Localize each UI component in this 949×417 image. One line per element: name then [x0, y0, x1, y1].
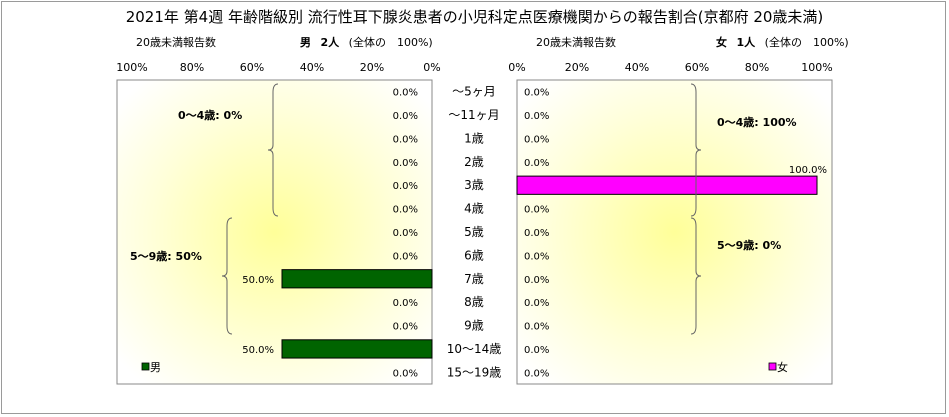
left-x-tick-label: 60%: [240, 61, 264, 74]
age-category-label: 8歳: [464, 295, 484, 309]
right-share: (全体の 100%): [764, 36, 849, 49]
right-sex-summary: 女 1人 (全体の 100%): [716, 34, 849, 50]
male-legend-swatch: [141, 362, 150, 371]
male-value-label: 0.0%: [393, 228, 418, 239]
male-bar: [281, 339, 433, 359]
female-value-label: 0.0%: [524, 158, 549, 169]
right-x-tick-label: 20%: [565, 61, 589, 74]
female-value-label: 0.0%: [524, 251, 549, 262]
male-value-label: 0.0%: [393, 181, 418, 192]
right-x-tick-label: 100%: [801, 61, 832, 74]
age-group-brackets: 0～4歳: 0% 5～9歳: 50% 0～4歳: 100% 5～9歳: 0%: [130, 83, 797, 335]
female-value-label: 0.0%: [524, 134, 549, 145]
left-sex-summary: 男 2人 (全体の 100%): [300, 34, 433, 50]
right-x-tick-label: 60%: [685, 61, 709, 74]
female-value-label: 0.0%: [524, 345, 549, 356]
male-value-label: 0.0%: [393, 111, 418, 122]
left-x-tick-label: 40%: [300, 61, 324, 74]
category-labels-layer: ～5ヶ月 ～11ヶ月 1歳 2歳 3歳 4歳 5歳 6歳 7歳 8歳 9歳 10～14歳 15～19歳: [447, 85, 502, 380]
female-value-label: 0.0%: [524, 322, 549, 333]
left-x-tick-label: 20%: [360, 61, 384, 74]
female-value-label: 0.0%: [524, 88, 549, 99]
left-plot-area: [116, 79, 433, 385]
left-count: 2人: [320, 36, 340, 49]
male-value-label: 0.0%: [393, 368, 418, 379]
right-x-tick-label: 80%: [745, 61, 769, 74]
right-bracket-0-4: [690, 83, 702, 217]
male-value-label: 0.0%: [393, 88, 418, 99]
right-bracket-5-9: [690, 217, 702, 335]
male-value-label: 0.0%: [393, 158, 418, 169]
legends: 男女: [141, 360, 788, 374]
left-x-tick-label: 100%: [116, 61, 147, 74]
left-report-label: 20歳未満報告数: [136, 36, 216, 49]
age-category-label: 2歳: [464, 155, 484, 169]
right-bracket-label-0-4: 0～4歳: 100%: [717, 115, 797, 129]
female-value-label: 0.0%: [524, 298, 549, 309]
female-value-label: 0.0%: [524, 111, 549, 122]
age-category-label: 1歳: [464, 131, 484, 145]
male-value-label: 50.0%: [242, 345, 274, 356]
female-bar: [516, 175, 818, 195]
male-bar: [281, 269, 433, 289]
age-category-label: 7歳: [464, 272, 484, 286]
left-bracket-label-0-4: 0～4歳: 0%: [178, 108, 242, 122]
age-category-label: 3歳: [464, 178, 484, 192]
male-value-label: 50.0%: [242, 275, 274, 286]
right-bracket-label-5-9: 5～9歳: 0%: [717, 238, 781, 252]
left-share: (全体の 100%): [348, 36, 433, 49]
value-labels-layer: 0.0% 0.0% 0.0% 0.0% 0.0% 0.0% 0.0% 0.0% 0.0% 100.…: [242, 88, 827, 380]
female-value-label: 0.0%: [524, 275, 549, 286]
left-sex-label: 男: [300, 36, 311, 49]
left-x-tick-label: 80%: [180, 61, 204, 74]
right-x-tick-label: 40%: [625, 61, 649, 74]
female-value-label: 0.0%: [524, 205, 549, 216]
female-value-label: 100.0%: [789, 165, 827, 176]
age-category-label: 10～14歳: [447, 342, 502, 356]
right-plot-area: [516, 79, 833, 385]
chart-title: 2021年 第4週 年齢階級別 流行性耳下腺炎患者の小児科定点医療機関からの報告…: [125, 8, 824, 26]
female-value-label: 0.0%: [524, 368, 549, 379]
axis-ticks: 0% 0% 20% 20% 40% 40% 60% 60% 80% 80% 100% 100%: [116, 61, 832, 74]
age-category-label: 9歳: [464, 319, 484, 333]
age-category-label: ～11ヶ月: [448, 108, 499, 122]
left-bracket-5-9: [221, 217, 233, 335]
female-legend-swatch: [768, 362, 777, 371]
male-legend-label: 男: [150, 361, 161, 374]
age-category-label: ～5ヶ月: [452, 85, 496, 99]
right-x-tick-label: 0%: [508, 61, 525, 74]
female-legend-label: 女: [777, 360, 788, 374]
male-value-label: 0.0%: [393, 322, 418, 333]
male-value-label: 0.0%: [393, 251, 418, 262]
left-bracket-0-4: [267, 83, 279, 217]
male-value-label: 0.0%: [393, 205, 418, 216]
age-category-label: 6歳: [464, 248, 484, 262]
left-bracket-label-5-9: 5～9歳: 50%: [130, 249, 202, 263]
right-count: 1人: [736, 36, 756, 49]
age-category-label: 15～19歳: [447, 365, 502, 379]
age-category-label: 4歳: [464, 202, 484, 216]
right-report-label: 20歳未満報告数: [536, 36, 616, 49]
male-value-label: 0.0%: [393, 134, 418, 145]
left-x-tick-label: 0%: [423, 61, 440, 74]
age-category-label: 5歳: [464, 225, 484, 239]
female-value-label: 0.0%: [524, 228, 549, 239]
male-value-label: 0.0%: [393, 298, 418, 309]
right-sex-label: 女: [716, 36, 727, 49]
bars-layer: [281, 175, 818, 359]
